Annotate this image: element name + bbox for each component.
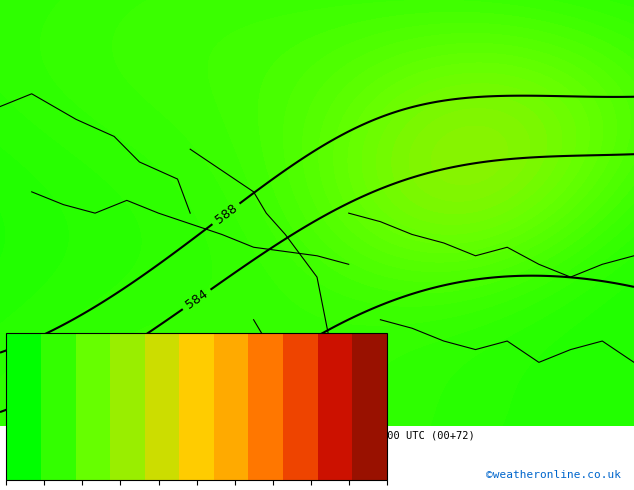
- Text: 576: 576: [181, 405, 209, 430]
- Text: 584: 584: [183, 287, 210, 312]
- Text: 588: 588: [212, 201, 240, 226]
- Text: Height 500 hPa Spread mean+σ [gpdm] ECMWF   Sa 04-05-2024 00:00 UTC (00+72): Height 500 hPa Spread mean+σ [gpdm] ECMW…: [6, 431, 475, 441]
- Text: ©weatheronline.co.uk: ©weatheronline.co.uk: [486, 470, 621, 480]
